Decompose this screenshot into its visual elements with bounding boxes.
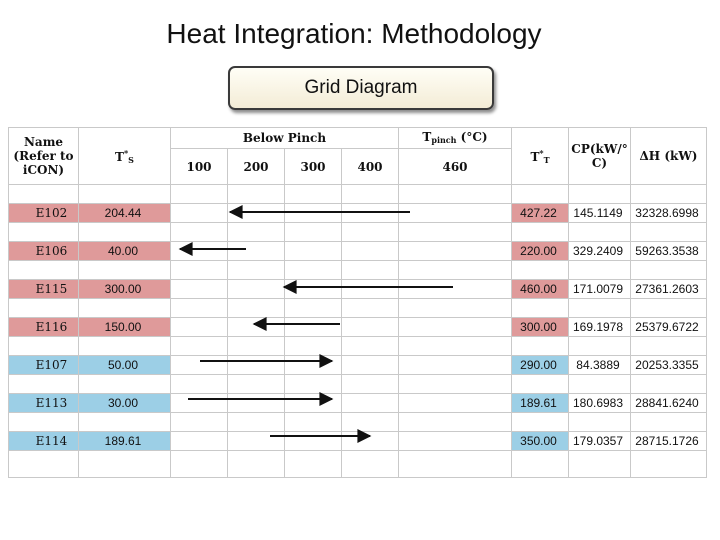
stream-ts: 150.00 bbox=[78, 317, 171, 337]
stream-dh: 59263.3538 bbox=[630, 241, 707, 261]
temp-400: 400 bbox=[341, 148, 399, 185]
stream-tt: 189.61 bbox=[511, 393, 569, 413]
stream-tt: 220.00 bbox=[511, 241, 569, 261]
stream-dh: 32328.6998 bbox=[630, 203, 707, 223]
stream-ts: 50.00 bbox=[78, 355, 171, 375]
stream-cp: 169.1978 bbox=[568, 317, 631, 337]
stream-tt: 460.00 bbox=[511, 279, 569, 299]
header-cp-line2: C) bbox=[591, 156, 608, 170]
header-name: Name (Refer to iCON) bbox=[8, 127, 79, 185]
stream-name: E115 bbox=[8, 279, 79, 299]
header-name-line3: iCON) bbox=[22, 163, 65, 177]
stream-name: E116 bbox=[8, 317, 79, 337]
stream-ts: 40.00 bbox=[78, 241, 171, 261]
stream-row-e102: E102 204.44 427.22 145.1149 32328.6998 bbox=[8, 203, 707, 223]
stream-ts: 204.44 bbox=[78, 203, 171, 223]
stream-cp: 84.3889 bbox=[568, 355, 631, 375]
stream-cp: 180.6983 bbox=[568, 393, 631, 413]
stream-row-e106: E106 40.00 220.00 329.2409 59263.3538 bbox=[8, 241, 707, 261]
stream-row-e113: E113 30.00 189.61 180.6983 28841.6240 bbox=[8, 393, 707, 413]
stream-ts: 189.61 bbox=[78, 431, 171, 451]
stream-cp: 329.2409 bbox=[568, 241, 631, 261]
stream-tt: 350.00 bbox=[511, 431, 569, 451]
stream-name: E106 bbox=[8, 241, 79, 261]
stream-name: E114 bbox=[8, 431, 79, 451]
stream-ts: 30.00 bbox=[78, 393, 171, 413]
stream-cp: 145.1149 bbox=[568, 203, 631, 223]
stream-name: E107 bbox=[8, 355, 79, 375]
stream-name: E102 bbox=[8, 203, 79, 223]
header-cp: CP(kW/° C) bbox=[568, 127, 631, 185]
header-tt: T*T bbox=[511, 127, 569, 185]
stream-row-e116: E116 150.00 300.00 169.1978 25379.6722 bbox=[8, 317, 707, 337]
stream-row-e115: E115 300.00 460.00 171.0079 27361.2603 bbox=[8, 279, 707, 299]
grid-diagram-button[interactable]: Grid Diagram bbox=[228, 66, 494, 110]
header-name-line1: Name bbox=[23, 135, 64, 149]
temp-100: 100 bbox=[170, 148, 228, 185]
stream-ts: 300.00 bbox=[78, 279, 171, 299]
stream-dh: 28841.6240 bbox=[630, 393, 707, 413]
header-ts: T*S bbox=[78, 127, 171, 185]
stream-cp: 179.0357 bbox=[568, 431, 631, 451]
grid-diagram-table: Name (Refer to iCON) T*S Below Pinch Tpi… bbox=[8, 127, 707, 478]
stream-row-e107: E107 50.00 290.00 84.3889 20253.3355 bbox=[8, 355, 707, 375]
stream-row-e114: E114 189.61 350.00 179.0357 28715.1726 bbox=[8, 431, 707, 451]
header-dh: ΔH (kW) bbox=[630, 127, 707, 185]
temp-200: 200 bbox=[227, 148, 285, 185]
stream-cp: 171.0079 bbox=[568, 279, 631, 299]
stream-tt: 300.00 bbox=[511, 317, 569, 337]
header-tpinch: Tpinch (°C) bbox=[398, 127, 512, 149]
temp-300: 300 bbox=[284, 148, 342, 185]
stream-name: E113 bbox=[8, 393, 79, 413]
header-name-line2: (Refer to bbox=[13, 149, 74, 163]
stream-dh: 20253.3355 bbox=[630, 355, 707, 375]
temp-460: 460 bbox=[398, 148, 512, 185]
header-cp-line1: CP(kW/° bbox=[571, 142, 628, 156]
header-below-pinch: Below Pinch bbox=[170, 127, 399, 149]
grid-diagram-table-wrap: Name (Refer to iCON) T*S Below Pinch Tpi… bbox=[8, 127, 707, 478]
stream-dh: 27361.2603 bbox=[630, 279, 707, 299]
page-title: Heat Integration: Methodology bbox=[166, 18, 542, 49]
stream-dh: 28715.1726 bbox=[630, 431, 707, 451]
stream-tt: 290.00 bbox=[511, 355, 569, 375]
stream-dh: 25379.6722 bbox=[630, 317, 707, 337]
stream-tt: 427.22 bbox=[511, 203, 569, 223]
